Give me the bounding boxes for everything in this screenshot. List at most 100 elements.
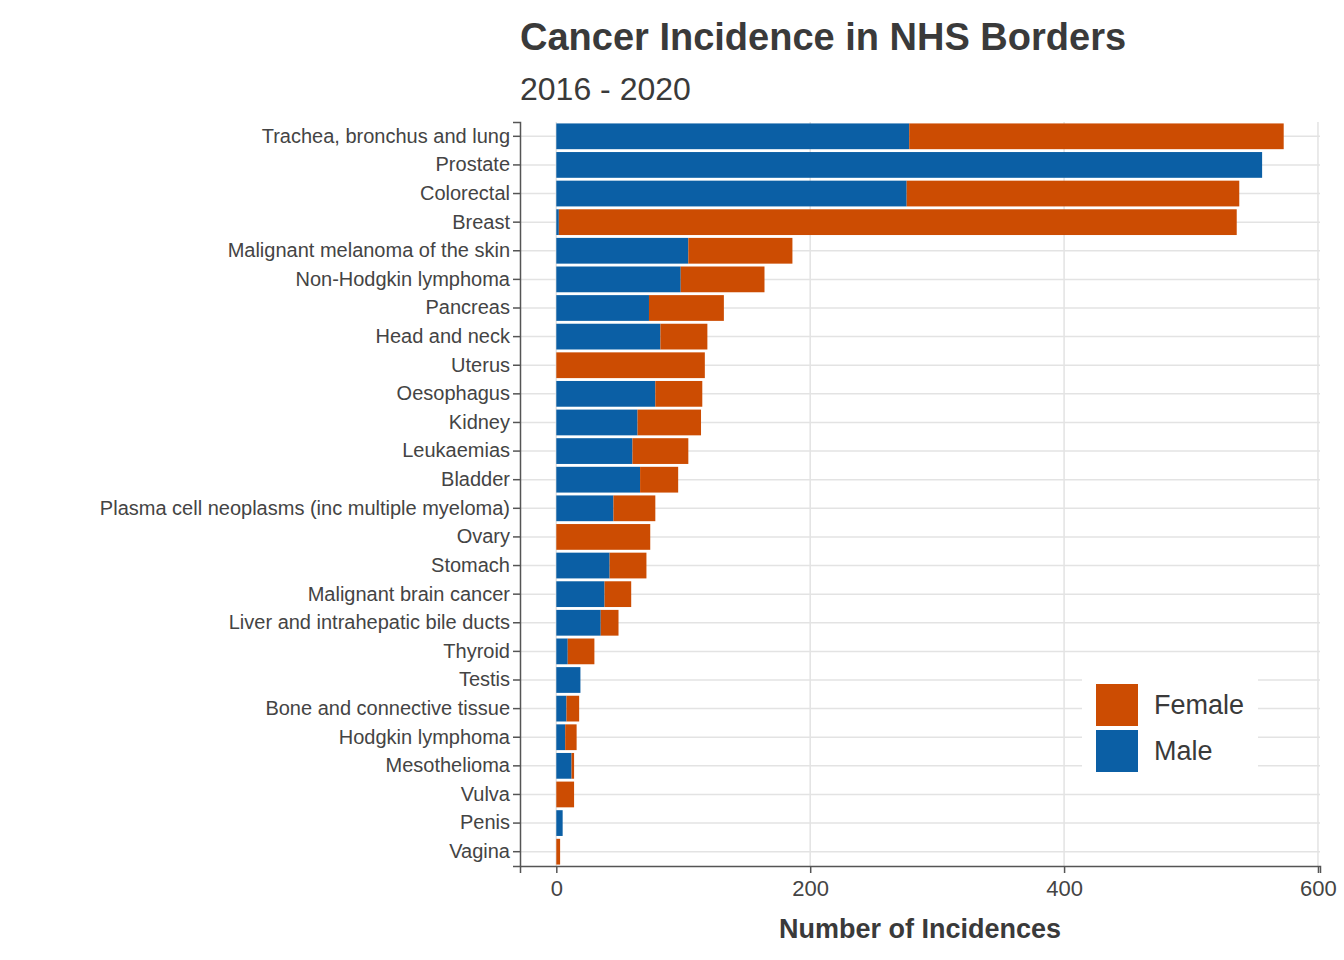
tick-mark [1318, 866, 1320, 873]
bar [556, 467, 640, 493]
bar [610, 553, 647, 579]
tick-mark [1064, 866, 1066, 873]
tick-mark [513, 565, 520, 567]
chart: Cancer Incidence in NHS Borders 2016 - 20… [0, 0, 1344, 960]
tick-label: Colorectal [420, 182, 510, 204]
tick-label: Penis [460, 811, 510, 833]
bars [556, 123, 1283, 864]
y-axis: Trachea, bronchus and lungProstateColore… [100, 123, 521, 867]
bar [556, 152, 1262, 178]
bar [556, 782, 574, 808]
tick-mark [513, 364, 520, 366]
tick-label: Prostate [436, 153, 510, 175]
tick: Ovary [457, 525, 520, 547]
bar [556, 495, 613, 521]
bar [556, 753, 571, 779]
bar [909, 123, 1283, 149]
tick-label: Thyroid [443, 640, 510, 662]
tick-label: Malignant brain cancer [308, 583, 511, 605]
tick-label: 0 [551, 876, 563, 901]
bar [556, 123, 909, 149]
bar [556, 839, 560, 865]
axis-line [513, 123, 521, 867]
tick-mark [556, 866, 558, 873]
bar [556, 810, 562, 836]
tick: Stomach [431, 554, 520, 576]
bar [556, 267, 680, 293]
bar [559, 209, 1237, 235]
grid-line [520, 622, 1320, 624]
grid [520, 122, 1320, 866]
tick-mark [513, 851, 520, 853]
tick-label: Mesothelioma [385, 754, 510, 776]
bar [565, 724, 576, 750]
tick: Bladder [441, 468, 520, 490]
tick-mark [513, 708, 520, 710]
subtitle: 2016 - 2020 [520, 71, 691, 107]
tick: 600 [1300, 866, 1337, 901]
tick-mark [513, 250, 520, 252]
tick: Head and neck [375, 325, 520, 347]
tick-mark [513, 479, 520, 481]
tick: 400 [1046, 866, 1083, 901]
tick-label: Leukaemias [402, 439, 510, 461]
tick: Malignant brain cancer [308, 583, 520, 605]
bar [660, 324, 707, 350]
tick-label: 600 [1300, 876, 1337, 901]
tick-mark [513, 765, 520, 767]
bar [556, 381, 655, 407]
tick-label: Stomach [431, 554, 510, 576]
tick-mark [810, 866, 812, 873]
bar [566, 696, 579, 722]
bar [632, 438, 688, 464]
tick-label: Non-Hodgkin lymphoma [295, 268, 510, 290]
tick-mark [513, 307, 520, 309]
tick-mark [513, 622, 520, 624]
tick-label: Breast [452, 211, 510, 233]
tick: Plasma cell neoplasms (inc multiple myel… [100, 497, 520, 519]
tick-label: Head and neck [375, 325, 511, 347]
legend-swatch [1096, 730, 1138, 772]
bar [556, 352, 705, 378]
tick-mark [513, 393, 520, 395]
bar [556, 581, 604, 607]
bar [556, 610, 600, 636]
bar [655, 381, 702, 407]
tick-mark [513, 536, 520, 538]
legend: FemaleMale [1082, 670, 1258, 782]
grid-line [520, 593, 1320, 595]
tick-mark [513, 136, 520, 138]
tick-mark [513, 336, 520, 338]
tick-mark [513, 651, 520, 653]
tick-label: Liver and intrahepatic bile ducts [229, 611, 510, 633]
tick: Thyroid [443, 640, 520, 662]
tick: Bone and connective tissue [265, 697, 520, 719]
tick-mark [513, 450, 520, 452]
bar [688, 238, 792, 264]
grid-line [520, 651, 1320, 653]
bar [556, 410, 637, 436]
tick: Penis [460, 811, 520, 833]
grid-line [520, 794, 1320, 796]
title: Cancer Incidence in NHS Borders [520, 16, 1126, 58]
bar [556, 724, 565, 750]
tick: Colorectal [420, 182, 520, 204]
grid-line [1317, 122, 1319, 866]
bar [556, 209, 559, 235]
bar [556, 438, 632, 464]
tick: Breast [452, 211, 520, 233]
tick: Vulva [461, 783, 520, 805]
tick-mark [513, 508, 520, 510]
bar [638, 410, 701, 436]
tick-label: 200 [792, 876, 829, 901]
bar [556, 553, 609, 579]
axis-title: Number of Incidences [779, 914, 1061, 944]
tick-mark [513, 193, 520, 195]
bar [562, 810, 563, 836]
bar [556, 181, 906, 207]
tick-mark [513, 794, 520, 796]
tick: Leukaemias [402, 439, 520, 461]
tick: Oesophagus [397, 382, 520, 404]
tick: 200 [792, 866, 829, 901]
tick-label: Kidney [449, 411, 510, 433]
